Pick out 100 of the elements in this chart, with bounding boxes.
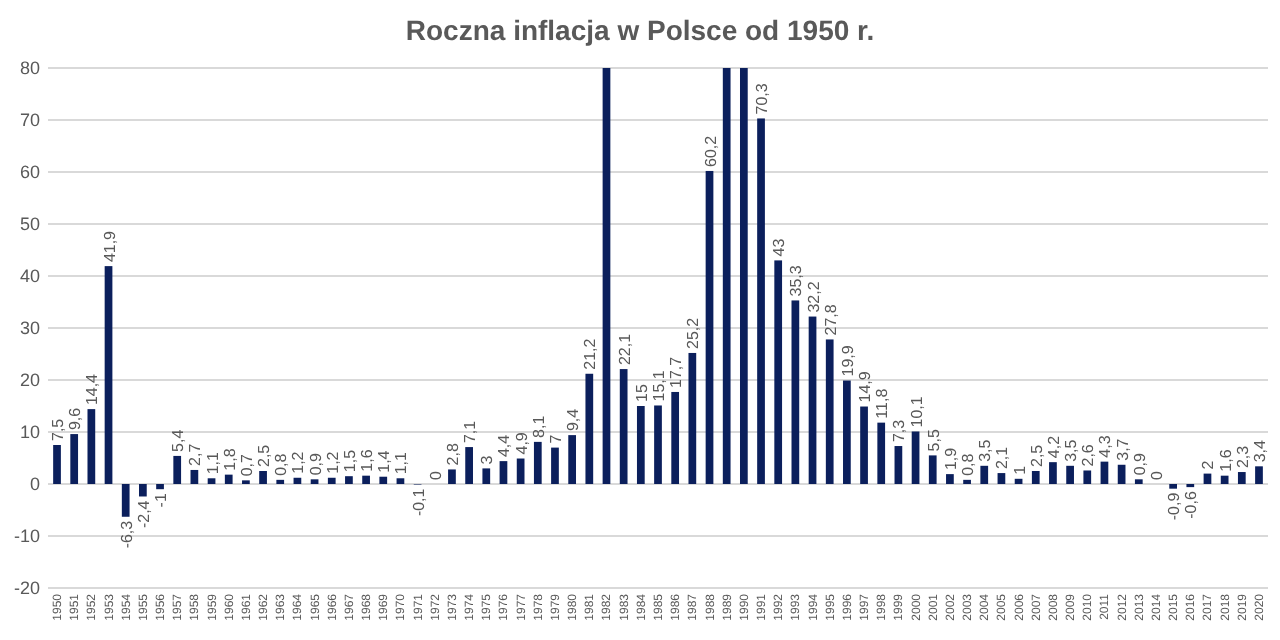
data-label: 14,4 <box>83 372 102 406</box>
bar <box>739 68 748 484</box>
data-label: 0 <box>426 470 445 480</box>
y-tick-label: 60 <box>19 161 40 182</box>
bar <box>808 316 817 484</box>
data-label: 11,8 <box>873 387 892 419</box>
bar <box>860 406 868 484</box>
bar <box>87 409 96 484</box>
bar <box>928 455 937 484</box>
y-tick-label: 20 <box>19 369 40 390</box>
data-label: 1,8 <box>220 447 239 471</box>
data-label: 35,3 <box>787 264 806 297</box>
y-tick-label: 50 <box>19 213 40 234</box>
bar <box>1220 475 1229 484</box>
y-tick-label: -20 <box>13 577 40 598</box>
bar <box>946 474 954 484</box>
data-label: -1 <box>152 492 171 508</box>
y-tick-label: -10 <box>13 525 40 546</box>
data-label: 2,7 <box>186 442 205 466</box>
data-label: 3 <box>478 454 497 465</box>
bar <box>1066 465 1074 484</box>
bar <box>757 118 765 484</box>
data-label: 0,8 <box>272 452 291 476</box>
y-tick-label: 80 <box>19 57 40 78</box>
bar <box>224 474 233 484</box>
bar <box>705 170 714 484</box>
bar <box>671 391 680 484</box>
data-label: 25,2 <box>684 316 703 349</box>
y-tick-label: 70 <box>19 109 40 130</box>
data-label: 1,2 <box>289 450 308 474</box>
data-label: 0,8 <box>959 452 978 476</box>
data-label: 1,1 <box>392 450 411 475</box>
data-label: 3,5 <box>1062 438 1081 462</box>
bar <box>139 484 147 497</box>
data-label: 1,6 <box>358 448 377 472</box>
bar <box>585 373 594 484</box>
data-label: 8,1 <box>529 414 548 438</box>
bar <box>379 476 388 484</box>
data-label: 32,2 <box>804 280 823 313</box>
data-label: 2,3 <box>1233 444 1252 469</box>
data-label: 0 <box>1147 470 1166 480</box>
data-label: 1,2 <box>323 450 342 474</box>
data-label: 4,9 <box>512 431 531 455</box>
data-label: -2,4 <box>134 499 153 529</box>
data-label: 7,5 <box>49 417 68 441</box>
data-label: 15 <box>632 383 651 402</box>
bar <box>1031 471 1040 484</box>
bar <box>121 484 130 517</box>
data-label: 14,9 <box>856 370 875 403</box>
data-label: 70,3 <box>753 82 772 115</box>
bar <box>482 468 491 484</box>
bar <box>774 260 783 484</box>
y-tick-label: 40 <box>19 265 40 286</box>
y-tick-label: 30 <box>19 317 40 338</box>
data-label: 7,3 <box>890 418 909 443</box>
bar <box>70 434 79 484</box>
bar <box>722 68 731 484</box>
bar <box>636 406 645 484</box>
bar <box>568 435 577 484</box>
data-label: 7 <box>546 433 565 444</box>
data-label: 7,1 <box>461 419 480 444</box>
data-label: 21,2 <box>581 337 600 370</box>
data-label: -6,3 <box>117 519 136 549</box>
data-label: 0,9 <box>1130 451 1149 476</box>
y-tick-label: 10 <box>19 421 40 442</box>
bar <box>688 352 697 484</box>
bar <box>877 422 886 484</box>
bar <box>465 447 473 484</box>
data-label: 4,3 <box>1096 434 1115 458</box>
bar <box>362 475 370 484</box>
data-label: 1,6 <box>1216 448 1235 472</box>
data-label: 9,6 <box>66 406 85 431</box>
bar <box>448 469 456 484</box>
bar <box>190 469 199 484</box>
data-label: -0,9 <box>1165 491 1184 521</box>
data-label: 9,4 <box>564 407 583 432</box>
data-label: 1,9 <box>941 446 960 471</box>
bar <box>1083 470 1092 484</box>
data-label: 2,8 <box>443 442 462 466</box>
bar <box>533 441 542 484</box>
chart-title: Roczna inflacja w Polsce od 1950 r. <box>405 14 875 46</box>
data-label: 1,1 <box>203 450 222 475</box>
bar <box>980 465 989 484</box>
bar <box>104 266 113 484</box>
bar <box>843 380 851 484</box>
data-label: 2,6 <box>1079 443 1098 467</box>
bar <box>327 477 336 484</box>
y-tick-label: 0 <box>29 473 40 494</box>
data-label: 2,1 <box>993 445 1012 470</box>
bar <box>825 339 834 484</box>
data-label: 2,5 <box>255 443 274 467</box>
data-label: 3,4 <box>1250 438 1269 463</box>
data-label: 1 <box>1010 464 1029 475</box>
data-label: 0,7 <box>237 453 256 477</box>
bar <box>499 461 508 484</box>
bar <box>207 478 216 484</box>
data-label: 41,9 <box>100 229 119 263</box>
data-label: -0,6 <box>1182 490 1201 519</box>
bar <box>911 431 920 484</box>
data-label: 27,8 <box>821 303 840 336</box>
